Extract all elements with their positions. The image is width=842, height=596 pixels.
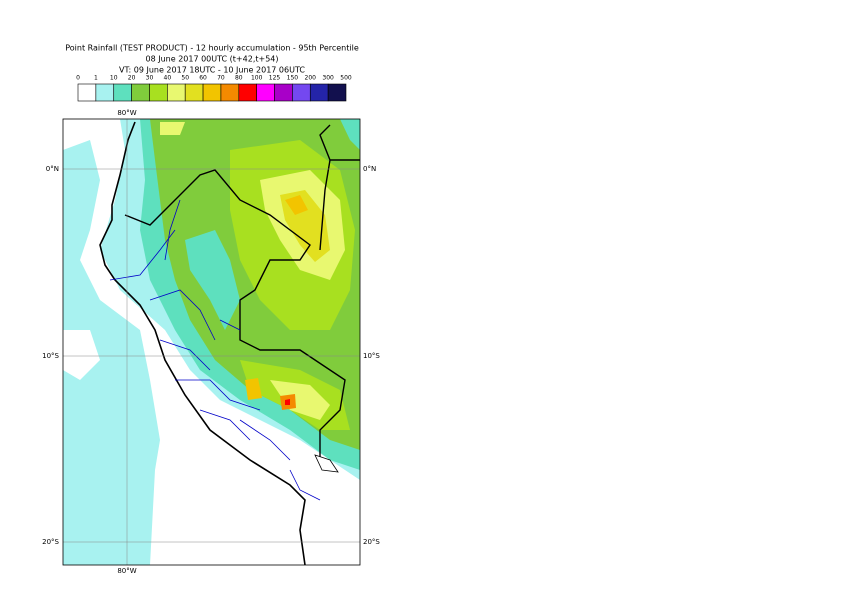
field-orange	[245, 378, 262, 400]
legend-label: 150	[287, 75, 299, 82]
lat-label: 10°S	[363, 352, 380, 360]
field-none	[63, 119, 360, 565]
field-light	[160, 122, 185, 135]
country-border	[124, 124, 360, 460]
lat-label: 0°N	[46, 165, 59, 173]
legend-swatch	[77, 83, 97, 102]
legend-label: 1	[94, 75, 98, 82]
lat-label: 20°S	[42, 538, 59, 546]
legend-swatch	[131, 83, 150, 102]
field-red	[285, 399, 290, 405]
legend-swatch	[202, 83, 222, 102]
lat-label: 20°S	[363, 538, 380, 546]
lon-label: 80°W	[117, 109, 136, 117]
title: Point Rainfall (TEST PRODUCT) - 12 hourl…	[65, 44, 359, 53]
legend-swatch	[149, 83, 168, 102]
lat-label: 10°S	[42, 352, 59, 360]
header: Point Rainfall (TEST PRODUCT) - 12 hourl…	[65, 44, 359, 75]
map: 80°W 80°W 0°N 10°S 20°S 0°N 10°S 20°S	[42, 109, 380, 575]
field-none	[63, 330, 100, 380]
legend-swatch	[292, 83, 311, 102]
legend-label: 50	[181, 75, 189, 82]
legend-label: 80	[235, 75, 243, 82]
lake	[314, 454, 339, 473]
valid-time: VT: 09 June 2017 18UTC - 10 June 2017 06…	[119, 66, 305, 75]
lat-label: 0°N	[363, 165, 376, 173]
legend-label: 500	[340, 75, 352, 82]
legend-swatch	[167, 83, 186, 102]
legend-label: 60	[199, 75, 207, 82]
legend-swatch	[274, 83, 293, 102]
legend-label: 100	[251, 75, 263, 82]
field-low	[63, 400, 150, 480]
field-light	[270, 380, 330, 420]
field-orange	[285, 195, 308, 215]
legend-swatch	[309, 83, 329, 102]
legend-label: 125	[269, 75, 281, 82]
lon-label: 80°W	[117, 567, 136, 575]
legend-label: 0	[76, 75, 80, 82]
legend-label: 10	[110, 75, 118, 82]
legend-label: 20	[128, 75, 136, 82]
legend-label: 30	[146, 75, 154, 82]
map-frame	[62, 118, 361, 566]
legend-label: 200	[305, 75, 317, 82]
field-cyan-patch	[185, 230, 240, 330]
legend-swatch	[327, 83, 347, 102]
legend-swatch	[95, 83, 115, 102]
legend-swatch	[184, 83, 204, 102]
legend-label: 40	[164, 75, 172, 82]
legend-swatch	[238, 83, 257, 102]
run-time: 08 June 2017 00UTC (t+42,t+54)	[146, 55, 279, 64]
coastline	[99, 121, 306, 565]
region-borders	[109, 199, 321, 501]
legend-label: 70	[217, 75, 225, 82]
legend-label: 300	[322, 75, 334, 82]
legend-swatch	[220, 83, 240, 102]
legend: 0 1 10 20 30 40 50 60 70 80 100 125 150 200 300 500	[76, 75, 352, 102]
legend-swatch	[113, 83, 132, 102]
legend-swatch	[256, 83, 275, 102]
